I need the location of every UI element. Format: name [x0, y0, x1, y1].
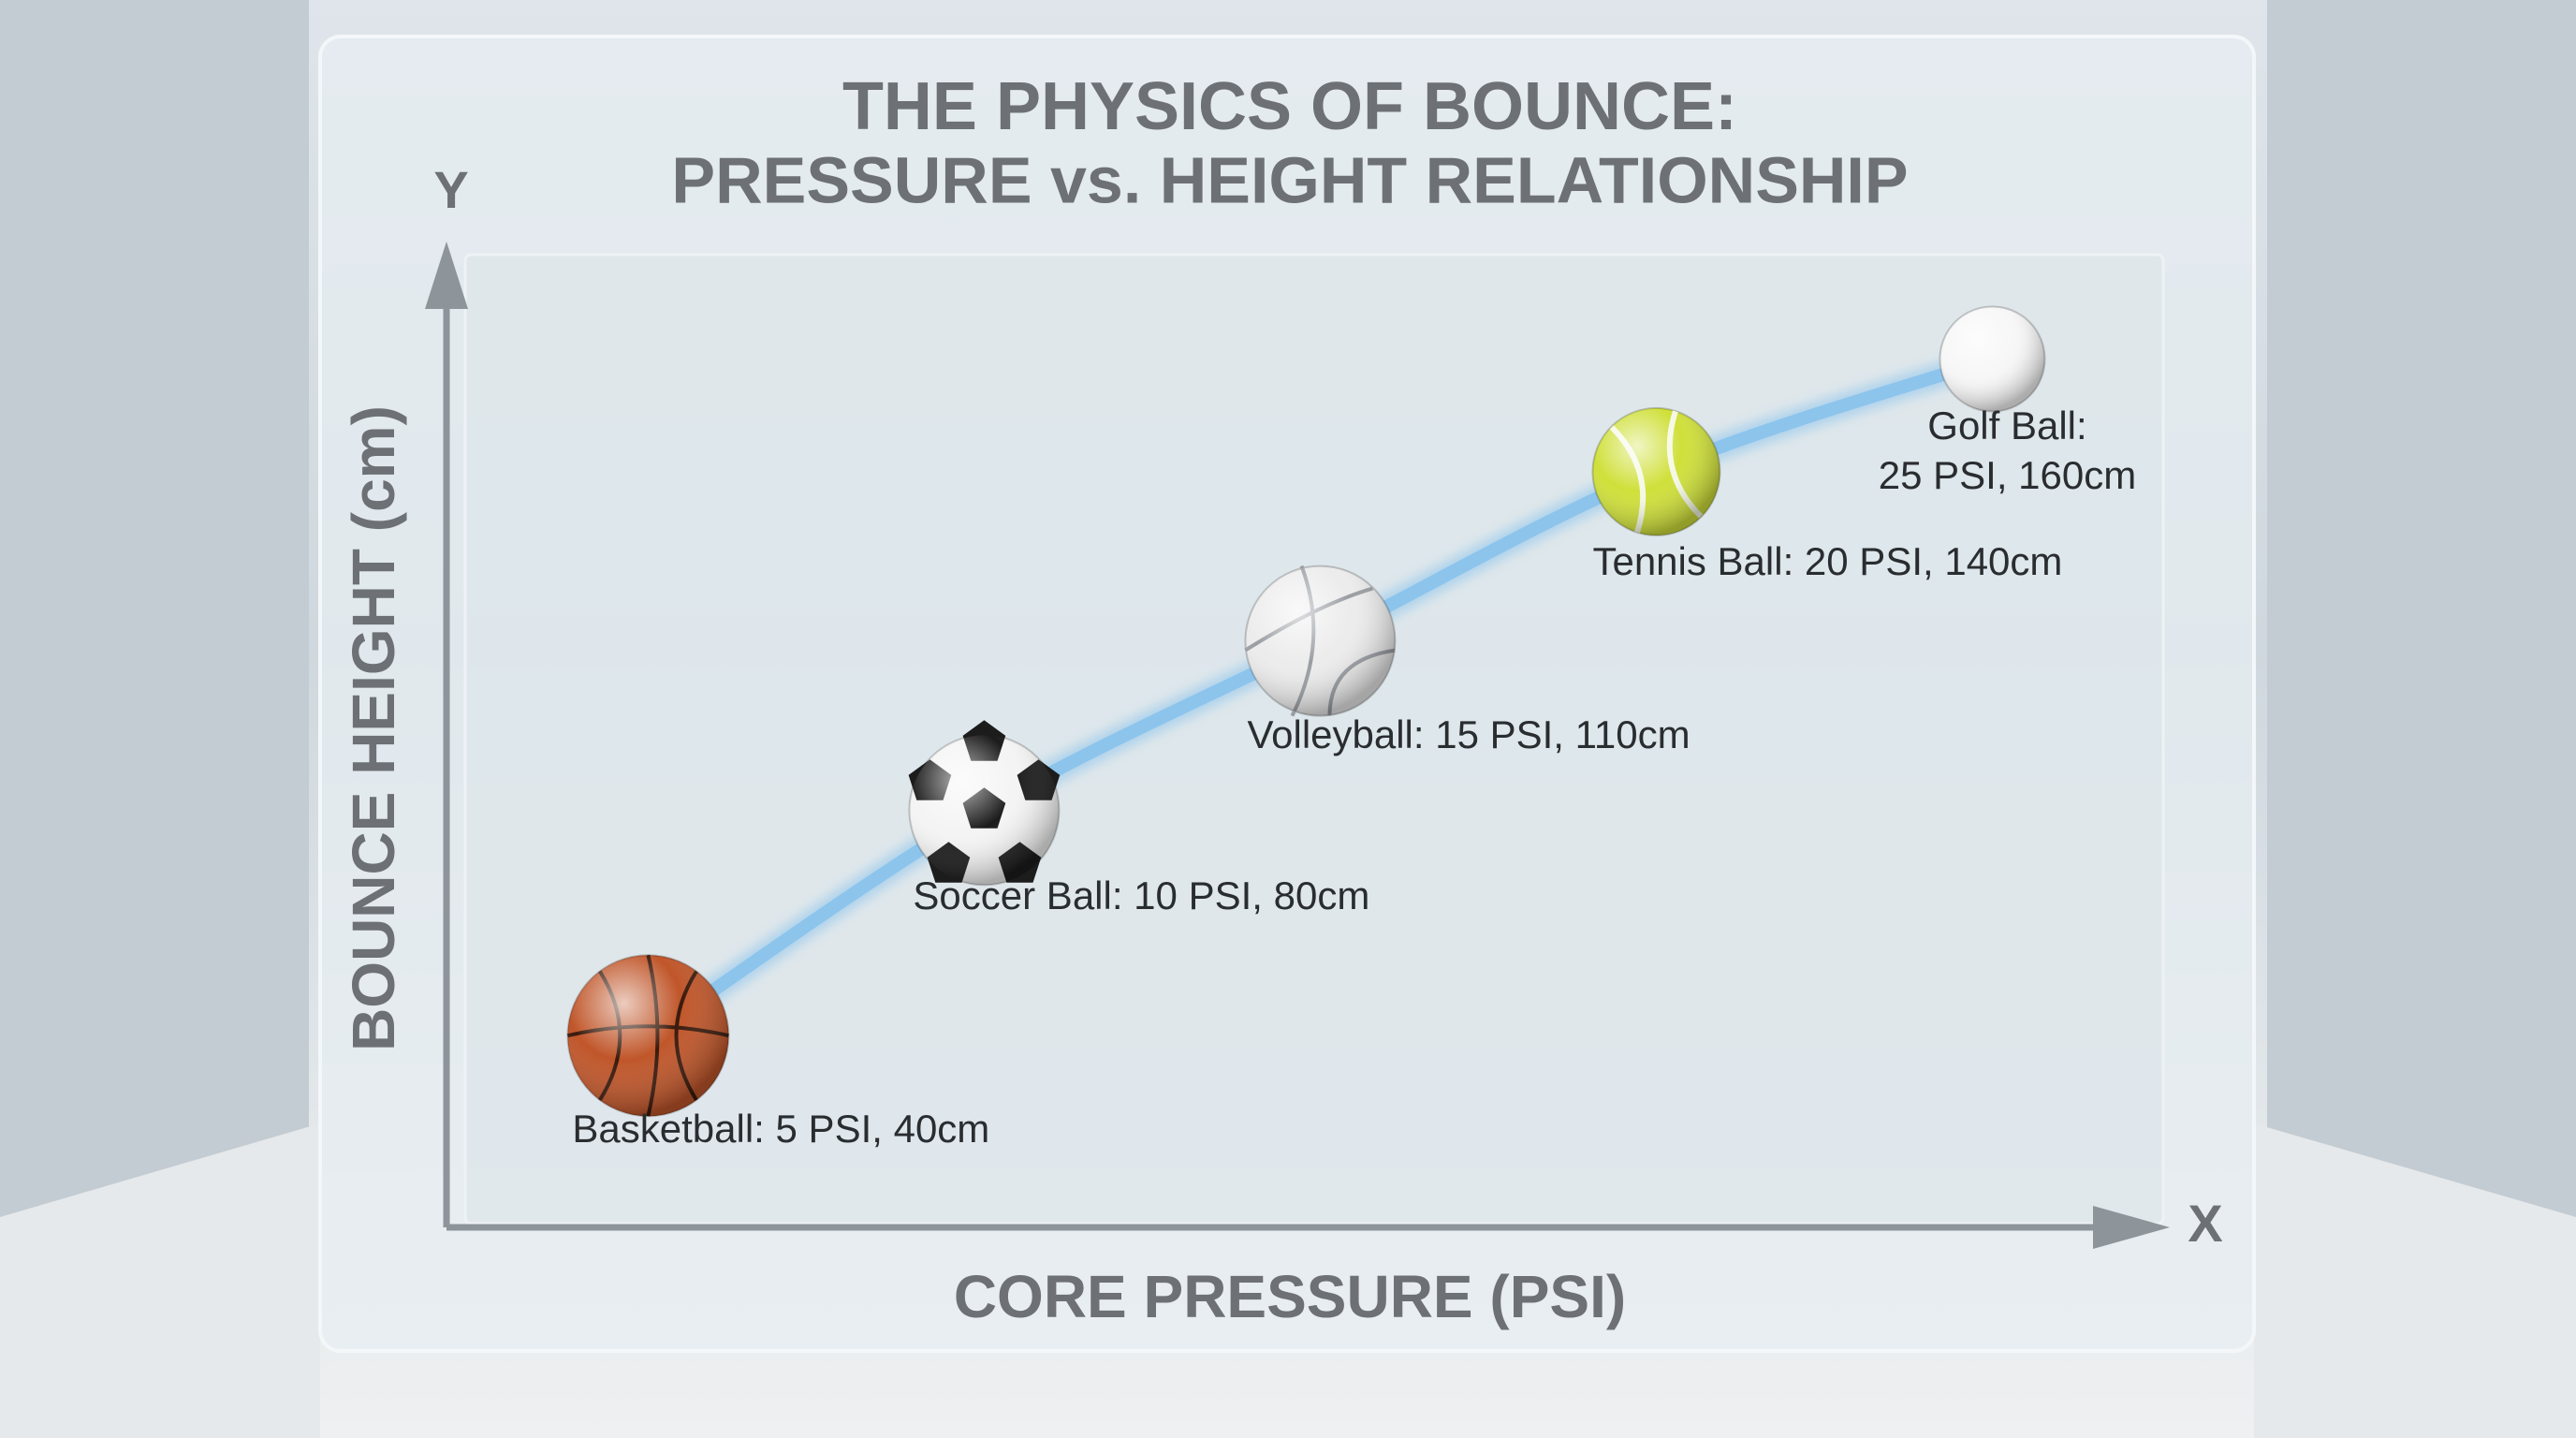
chart-title: THE PHYSICS OF BOUNCE: — [842, 69, 1737, 144]
point-label: Golf Ball: 25 PSI, 160cm — [1878, 404, 2137, 497]
x-axis-symbol: X — [2188, 1194, 2222, 1253]
ball-shine — [1592, 407, 1720, 536]
ball-shine — [1939, 306, 2045, 412]
x-axis-label: CORE PRESSURE (PSI) — [954, 1263, 1626, 1330]
floor-left — [0, 1123, 320, 1438]
x-axis-arrow — [2093, 1206, 2170, 1249]
chart-subtitle: PRESSURE vs. HEIGHT RELATIONSHIP — [671, 143, 1908, 216]
point-label: Volleyball: 15 PSI, 110cm — [1247, 712, 1690, 756]
ball-shine — [1245, 565, 1396, 716]
y-axis-arrow — [425, 242, 468, 309]
point-label: Tennis Ball: 20 PSI, 140cm — [1592, 538, 2063, 583]
plot-panel — [463, 253, 2165, 1225]
y-axis-label: BOUNCE HEIGHT (cm) — [340, 405, 407, 1051]
point-label: Soccer Ball: 10 PSI, 80cm — [913, 873, 1370, 918]
floor-right — [2254, 1123, 2576, 1438]
ball-shine — [567, 955, 729, 1117]
point-label: Basketball: 5 PSI, 40cm — [572, 1107, 990, 1152]
y-axis-symbol: Y — [433, 160, 468, 219]
ball-shine — [909, 735, 1060, 886]
